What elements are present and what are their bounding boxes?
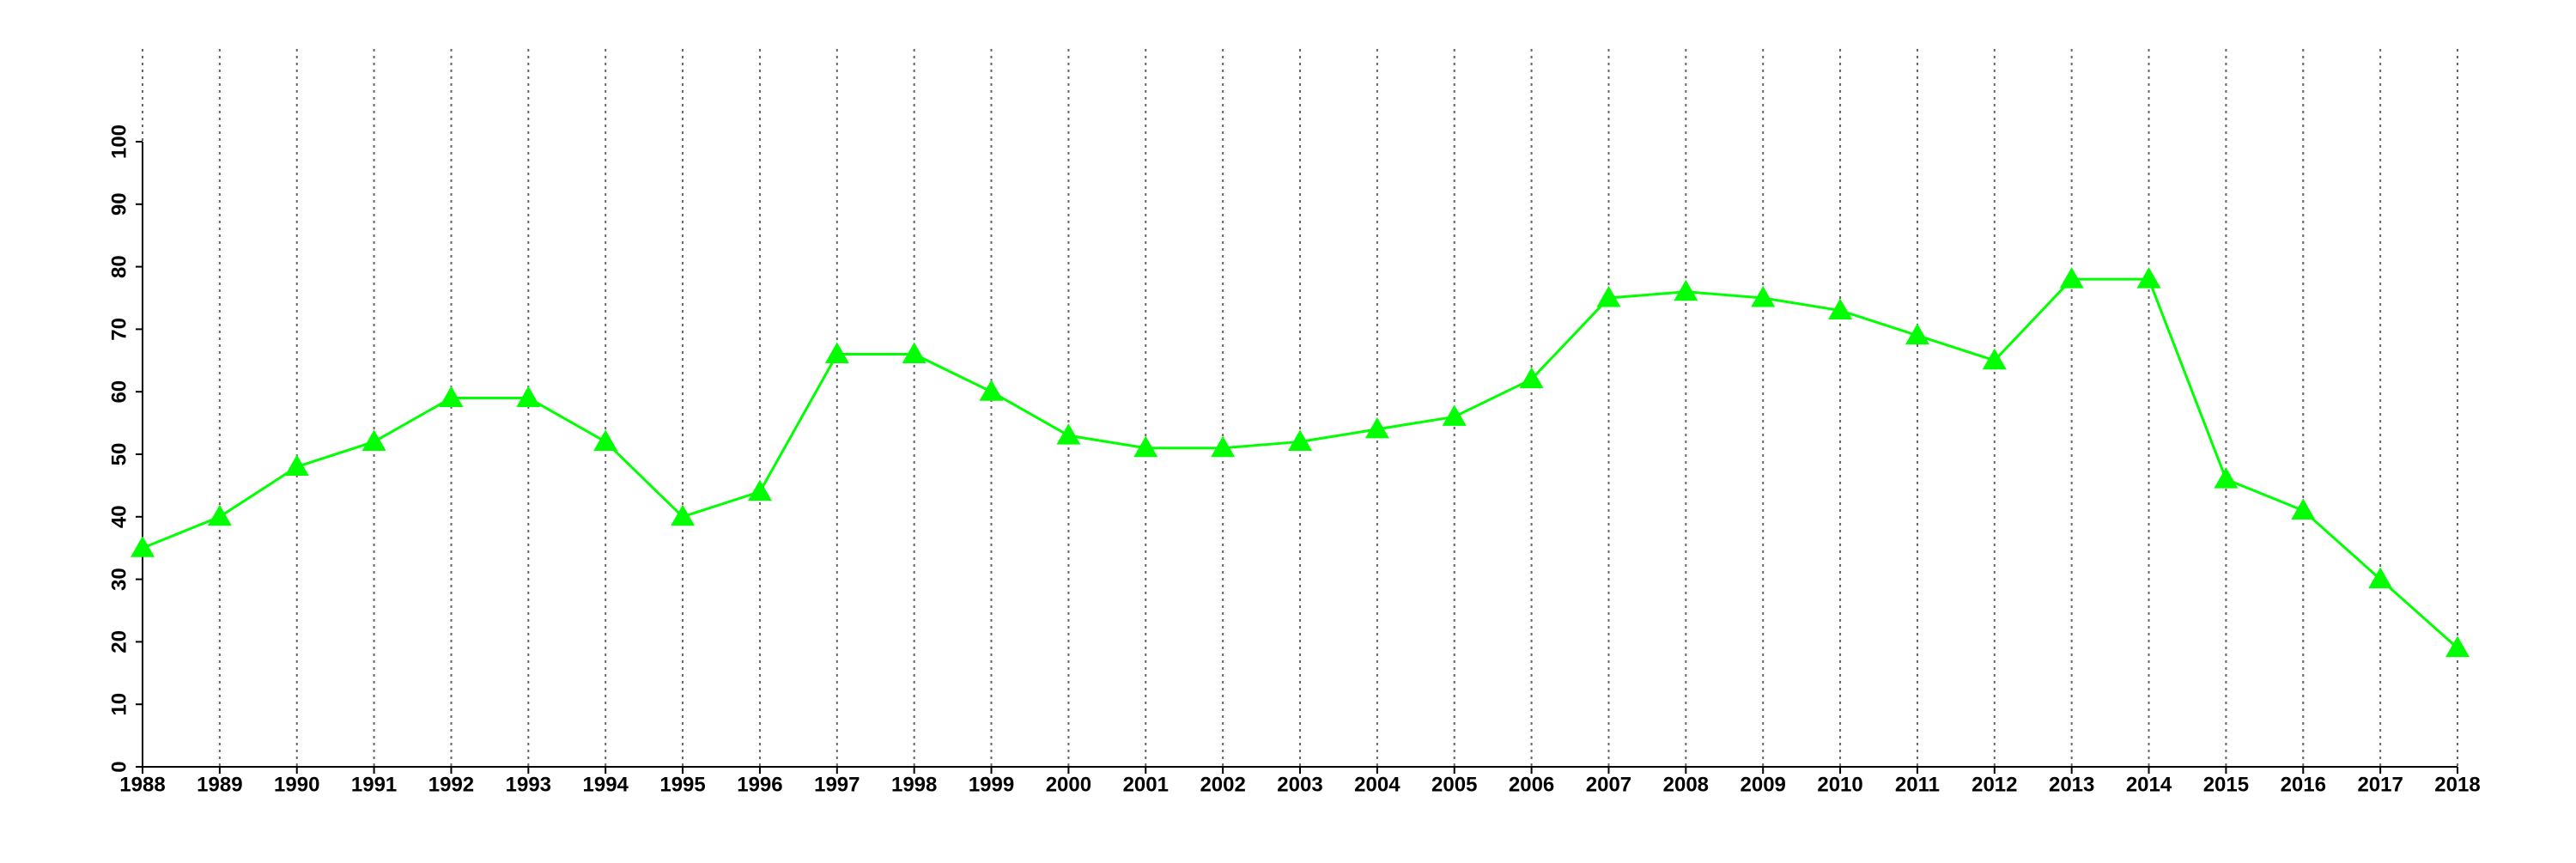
marker xyxy=(207,504,232,526)
marker xyxy=(2136,267,2161,289)
marker xyxy=(1596,286,1621,307)
x-tick-label: 2001 xyxy=(1123,773,1169,796)
x-tick-label: 2018 xyxy=(2434,773,2480,796)
marker xyxy=(2291,498,2316,520)
marker xyxy=(747,479,772,501)
y-tick-label: 50 xyxy=(107,443,131,466)
x-tick-label: 2007 xyxy=(1586,773,1631,796)
x-tick-label: 1993 xyxy=(506,773,551,796)
x-tick-label: 2005 xyxy=(1431,773,1477,796)
x-tick-label: 2000 xyxy=(1046,773,1091,796)
marker xyxy=(593,429,618,451)
y-tick-label: 20 xyxy=(107,630,131,653)
x-tick-label: 1989 xyxy=(197,773,242,796)
y-tick-label: 60 xyxy=(107,380,131,404)
x-tick-label: 2010 xyxy=(1817,773,1862,796)
marker xyxy=(2445,635,2470,658)
marker xyxy=(1211,435,1236,458)
marker xyxy=(1442,404,1467,426)
y-tick-label: 100 xyxy=(107,125,131,159)
marker xyxy=(284,454,309,477)
x-tick-label: 2009 xyxy=(1741,773,1786,796)
y-tick-label: 70 xyxy=(107,318,131,341)
x-tick-label: 1998 xyxy=(891,773,937,796)
x-tick-label: 2003 xyxy=(1277,773,1322,796)
x-tick-label: 1988 xyxy=(119,773,165,796)
y-tick-label: 90 xyxy=(107,192,131,216)
marker xyxy=(1982,348,2007,370)
marker xyxy=(824,342,849,364)
marker xyxy=(2368,567,2393,589)
marker xyxy=(1751,286,1776,307)
marker xyxy=(1674,279,1698,301)
x-tick-label: 2002 xyxy=(1200,773,1245,796)
x-tick-label: 2011 xyxy=(1895,773,1940,796)
x-tick-label: 1990 xyxy=(274,773,319,796)
marker xyxy=(902,342,927,364)
marker xyxy=(131,536,155,557)
x-tick-label: 1999 xyxy=(969,773,1014,796)
marker xyxy=(516,386,541,407)
y-tick-label: 80 xyxy=(107,255,131,278)
y-tick-label: 30 xyxy=(107,568,131,591)
x-tick-label: 2014 xyxy=(2126,773,2172,796)
x-tick-label: 1992 xyxy=(428,773,474,796)
marker xyxy=(1519,367,1544,389)
marker xyxy=(2214,467,2239,489)
x-tick-label: 1995 xyxy=(659,773,705,796)
marker xyxy=(1288,429,1312,451)
marker xyxy=(1905,323,1929,345)
x-tick-label: 2012 xyxy=(1971,773,2017,796)
x-tick-label: 1997 xyxy=(814,773,860,796)
x-tick-label: 2017 xyxy=(2357,773,2403,796)
marker xyxy=(2059,267,2084,289)
x-tick-label: 2004 xyxy=(1354,773,1400,796)
marker xyxy=(1364,416,1389,439)
y-tick-label: 0 xyxy=(107,761,131,772)
marker xyxy=(439,386,464,407)
x-tick-label: 1994 xyxy=(583,773,629,796)
x-tick-label: 2008 xyxy=(1663,773,1709,796)
x-tick-label: 1991 xyxy=(351,773,397,796)
x-tick-label: 2013 xyxy=(2049,773,2094,796)
marker xyxy=(979,380,1004,401)
y-tick-label: 10 xyxy=(107,693,131,716)
x-tick-label: 2016 xyxy=(2281,773,2326,796)
x-tick-label: 1996 xyxy=(737,773,782,796)
marker xyxy=(1828,298,1853,320)
y-tick-label: 40 xyxy=(107,505,131,528)
x-tick-label: 2006 xyxy=(1509,773,1554,796)
marker xyxy=(671,504,696,526)
x-tick-label: 2015 xyxy=(2203,773,2249,796)
marker xyxy=(361,429,386,451)
marker xyxy=(1056,423,1081,445)
marker xyxy=(1133,435,1158,458)
